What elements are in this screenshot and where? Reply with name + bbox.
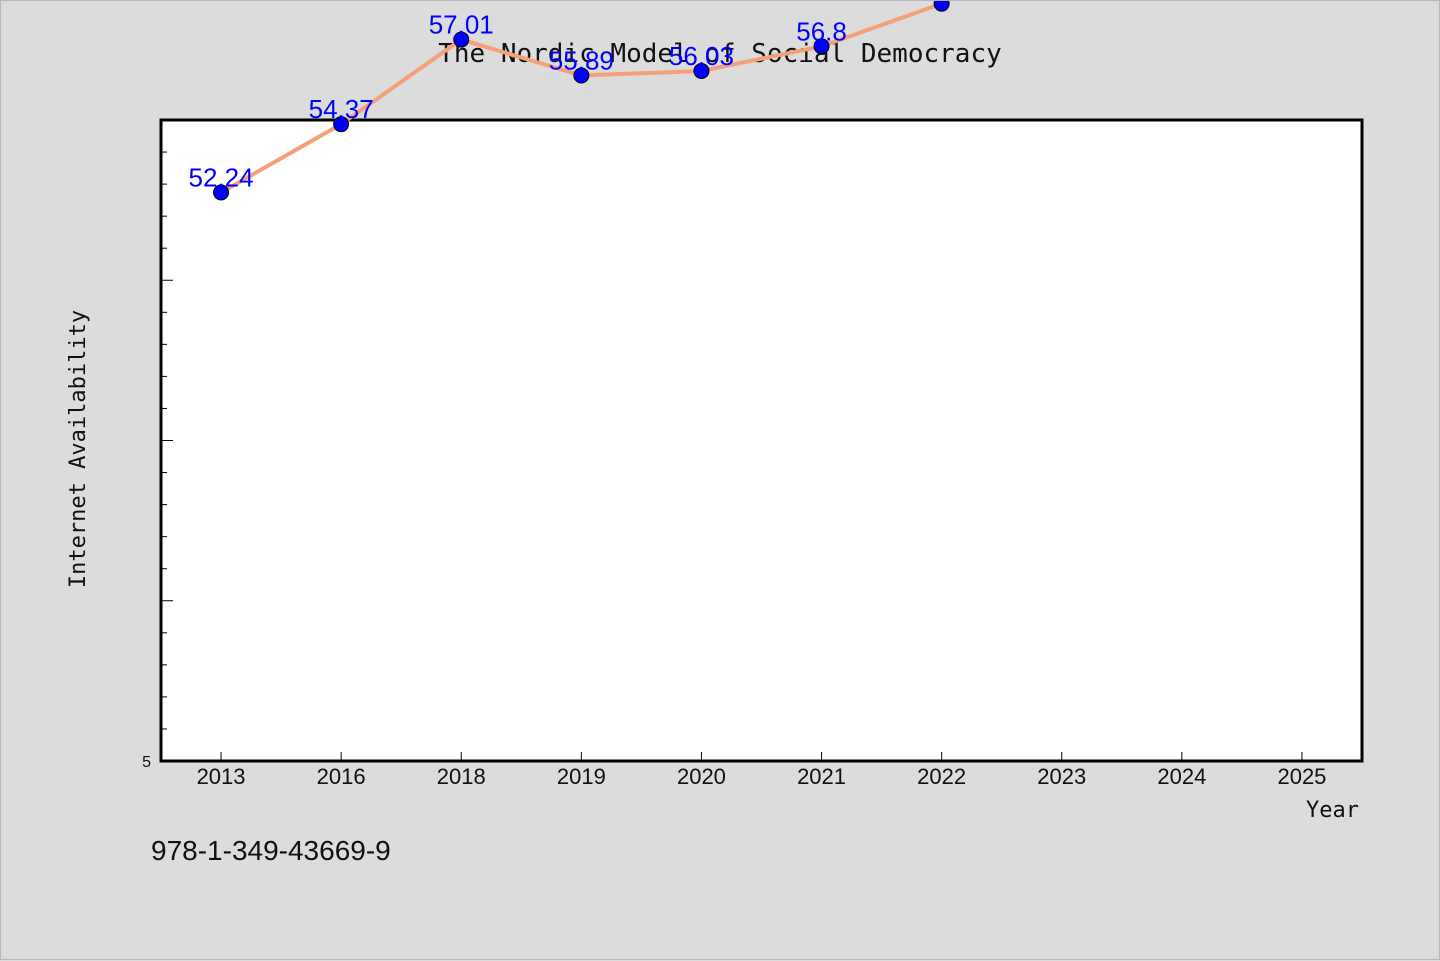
x-tick-label: 2018	[437, 764, 486, 789]
data-labels: 52.2454.3757.0155.8956.0356.858.1361.616…	[189, 1, 975, 192]
data-point	[333, 116, 350, 133]
data-point	[813, 38, 830, 55]
data-point	[213, 184, 230, 201]
data-label: 56.03	[669, 41, 734, 71]
x-tick-label: 2022	[917, 764, 966, 789]
x-tick-label: 2023	[1037, 764, 1086, 789]
x-tick-label: 2021	[797, 764, 846, 789]
x-axis-ticks	[220, 752, 1303, 761]
y-axis-ticks	[161, 151, 173, 730]
isbn-text: 978-1-349-43669-9	[151, 835, 391, 866]
data-label: 58.13	[909, 1, 974, 4]
x-tick-label: 2024	[1157, 764, 1206, 789]
data-label: 52.24	[189, 162, 254, 192]
y-axis-label: Internet Availability	[66, 310, 91, 588]
data-label: 54.37	[309, 94, 374, 124]
data-label: 55.89	[549, 45, 614, 75]
chart-title: The Nordic Model of Social Democracy	[438, 39, 1002, 69]
data-markers	[213, 1, 950, 201]
x-axis-tick-labels: 2013 2016 2018 2019 2020 2021 2022 2023 2024 2025	[197, 764, 1327, 789]
data-point	[933, 1, 950, 12]
x-tick-label: 2020	[677, 764, 726, 789]
data-label: 56.8	[796, 16, 847, 46]
plot-area	[159, 118, 1364, 763]
data-point	[693, 62, 710, 79]
y-tick-label: 5	[142, 754, 151, 771]
series-line	[220, 1, 948, 195]
x-tick-label: 2016	[317, 764, 366, 789]
x-tick-label: 2025	[1277, 764, 1326, 789]
x-tick-label: 2019	[557, 764, 606, 789]
x-tick-label: 2013	[197, 764, 246, 789]
x-axis-label: Year	[1306, 798, 1359, 823]
data-point	[573, 67, 590, 84]
data-label: 57.01	[429, 10, 494, 40]
data-point	[453, 31, 470, 48]
